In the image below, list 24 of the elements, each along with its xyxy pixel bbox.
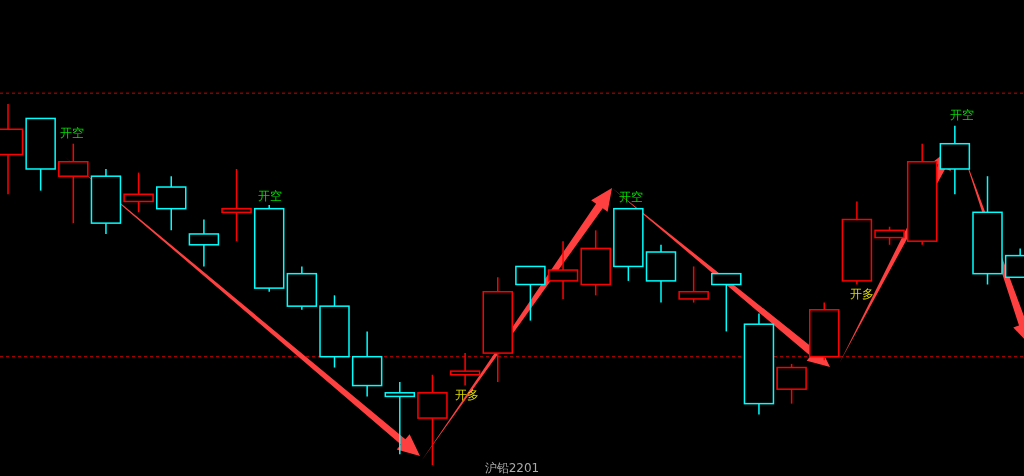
annotation: 沪铅2201 (484, 460, 540, 475)
candlestick (286, 265, 318, 311)
candlestick (351, 330, 383, 398)
candlestick (547, 240, 579, 300)
candlestick (417, 374, 448, 466)
candlestick (253, 204, 285, 293)
annotation: 开多 (455, 387, 479, 402)
candlestick (384, 381, 416, 455)
annotation: 开空 (619, 189, 643, 204)
candlestick (482, 276, 513, 383)
candlestick (90, 168, 122, 235)
candlestick (58, 142, 89, 224)
candlestick (188, 218, 220, 268)
candlestick (743, 312, 775, 416)
candlestick (841, 200, 873, 286)
candlestick (221, 168, 252, 242)
annotation: 开空 (950, 107, 974, 122)
candlestick (449, 352, 481, 387)
candlestick (645, 244, 677, 304)
annotation: 开空 (60, 125, 84, 140)
annotation: 开多 (850, 286, 874, 301)
candlestick (906, 142, 938, 246)
candlestick (939, 124, 971, 195)
annotation: 开空 (258, 188, 282, 203)
